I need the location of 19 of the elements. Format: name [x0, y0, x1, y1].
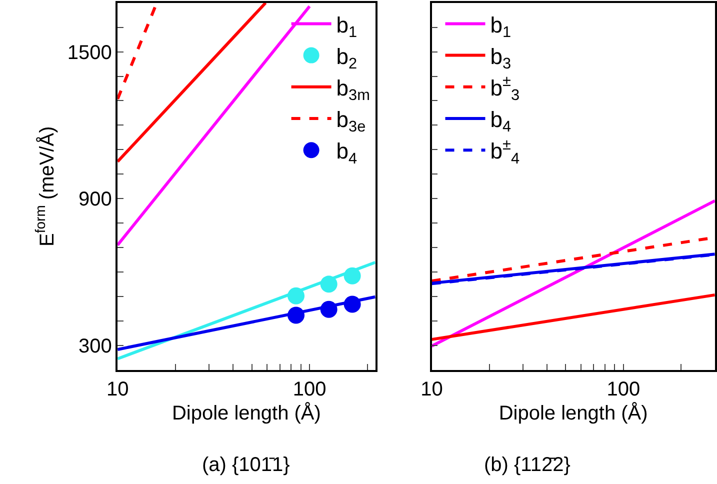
legend-label: b$_{4}$: [336, 138, 358, 168]
legend-label: b$_{1}$: [490, 12, 512, 41]
y-tick-label: 900: [78, 188, 112, 211]
text: (a) {101̄1}: [202, 454, 290, 476]
x-axis-title: Dipole length (Å): [498, 402, 648, 425]
x-tick-label: 100: [606, 378, 640, 401]
x-tick-label: 10: [420, 378, 443, 401]
legend-label: b$_{3m}$: [336, 75, 370, 104]
y-tick-label: 300: [78, 335, 112, 358]
legend-label: b$_{3e}$: [336, 107, 366, 136]
y-tick-label: 1500: [67, 42, 112, 64]
text: (b) {112̄2}: [484, 454, 571, 476]
legend-label: b$_{2}$: [336, 44, 358, 73]
x-tick-label: 10: [106, 378, 129, 401]
x-tick-label: 100: [292, 378, 326, 401]
legend-label: b$_{1}$: [336, 12, 358, 41]
x-axis-title: Dipole length (Å): [172, 402, 321, 425]
legend-label: b$_{4}$: [490, 107, 512, 136]
legend-label: b$_{3}$: [490, 44, 512, 73]
